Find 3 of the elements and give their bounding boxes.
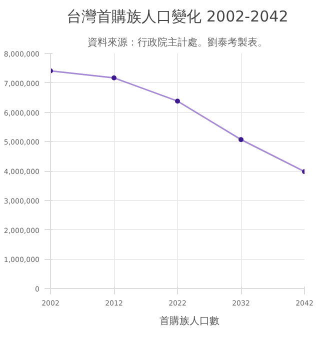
chart-subtitle: 資料來源：行政院主計處。劉泰考製表。 <box>88 36 268 48</box>
chart-title: 台灣首購族人口變化 2002-2042 <box>66 8 288 26</box>
text: 首購族人口數 <box>160 314 220 328</box>
